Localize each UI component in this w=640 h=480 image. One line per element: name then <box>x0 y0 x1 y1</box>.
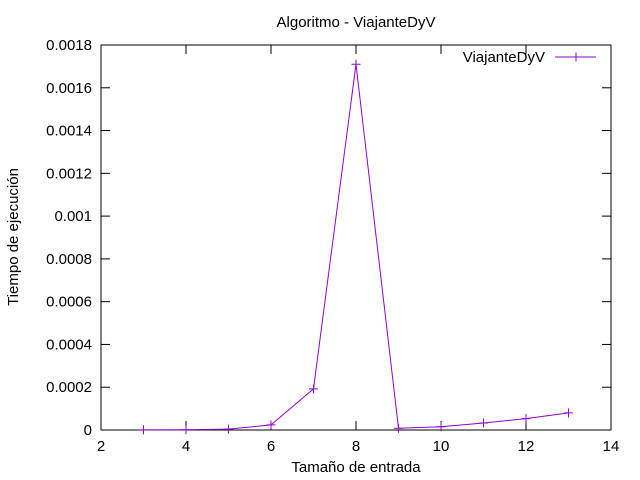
data-point-marker <box>351 59 361 69</box>
y-tick-label: 0.0002 <box>46 379 92 396</box>
x-tick-label: 6 <box>267 438 275 455</box>
data-point-marker <box>564 408 573 418</box>
y-tick-label: 0.0006 <box>46 294 92 311</box>
data-point-marker <box>436 422 446 432</box>
data-point-marker <box>309 384 318 394</box>
data-point-marker <box>181 425 191 435</box>
y-tick-label: 0.0012 <box>46 165 92 182</box>
x-tick-label: 4 <box>182 438 190 455</box>
plot-frame <box>100 44 612 431</box>
y-axis: 0 0.0002 0.0004 0.0006 0.0008 0.001 0.0012 0.00… <box>46 37 611 439</box>
y-tick-label: 0.0018 <box>46 37 92 54</box>
y-axis-label: Tiempo de ejecución <box>5 168 22 306</box>
series-group <box>139 59 573 435</box>
data-point-marker <box>266 420 276 430</box>
x-tick-label: 10 <box>433 438 450 455</box>
x-tick-label: 8 <box>352 438 360 455</box>
x-tick-label: 2 <box>97 438 105 455</box>
data-point-marker <box>224 424 233 434</box>
y-tick-label: 0.001 <box>54 208 92 225</box>
y-tick-label: 0 <box>84 422 92 439</box>
legend-marker <box>571 52 581 62</box>
chart-title: Algoritmo - ViajanteDyV <box>277 14 436 31</box>
y-tick-label: 0.0008 <box>46 251 92 268</box>
y-tick-label: 0.0004 <box>46 336 92 353</box>
data-point-marker <box>394 423 403 433</box>
data-point-marker <box>139 425 148 435</box>
y-tick-label: 0.0014 <box>46 123 92 140</box>
x-axis-label: Tamaño de entrada <box>291 459 421 476</box>
legend: ViajanteDyV <box>463 49 596 66</box>
legend-label: ViajanteDyV <box>463 49 545 66</box>
data-point-marker <box>521 414 531 424</box>
x-tick-label: 14 <box>603 438 620 455</box>
data-point-marker <box>479 418 488 428</box>
y-tick-label: 0.0016 <box>46 80 92 97</box>
x-tick-label: 12 <box>518 438 535 455</box>
